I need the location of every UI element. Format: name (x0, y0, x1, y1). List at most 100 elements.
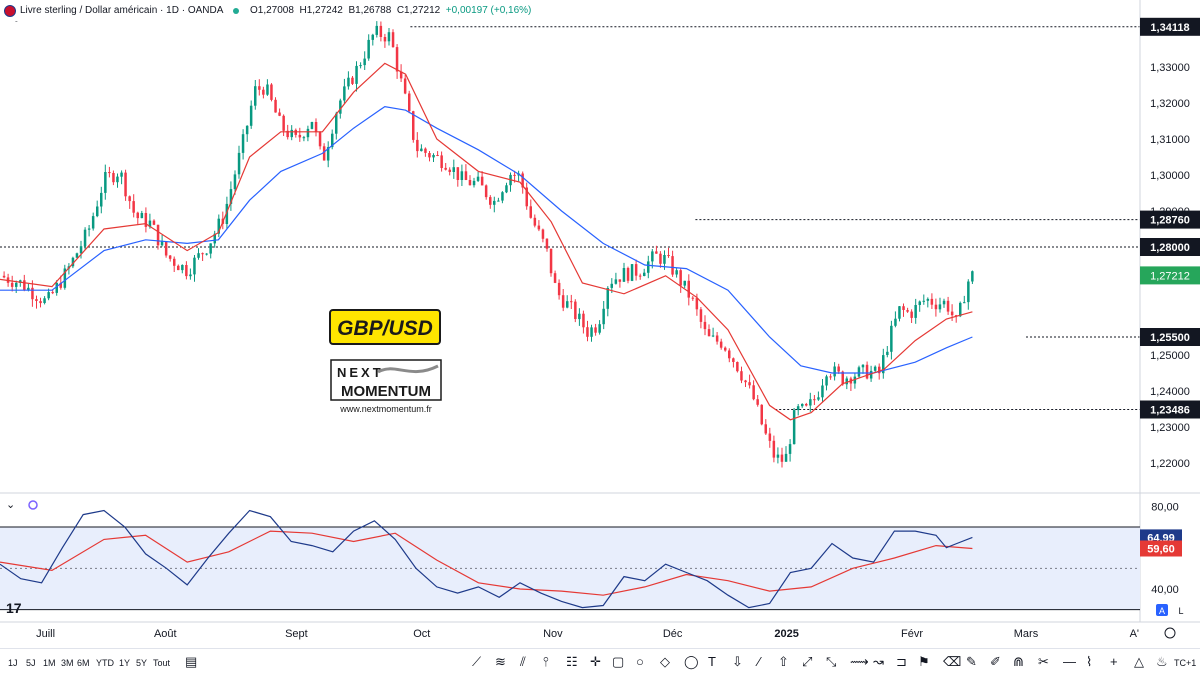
candle-body (752, 385, 755, 400)
settings-gear-icon[interactable] (1164, 627, 1176, 639)
candle-body (262, 89, 265, 95)
ohlc-high: H1,27242 (299, 5, 343, 16)
range-1m[interactable]: 1M (43, 658, 56, 668)
candle-body (399, 71, 403, 79)
candle-body (545, 238, 549, 249)
arc-tool-icon[interactable]: ◯ (684, 654, 699, 669)
candle-body (841, 371, 844, 385)
brush-tool-icon[interactable]: ⁄ (758, 654, 761, 669)
candle-body (351, 77, 354, 84)
candle-body (468, 180, 472, 186)
logo-line2: MOMENTUM (341, 383, 431, 400)
chart-header: Livre sterling / Dollar américain · 1D ·… (0, 0, 1140, 22)
logo-line1: NEXT (337, 365, 384, 380)
plus-tool-icon[interactable]: + (1110, 654, 1118, 669)
candle-body (448, 169, 451, 172)
eraser-tool-icon[interactable]: ⌫ (943, 654, 962, 669)
candle-body (278, 112, 281, 116)
drawing-tool-channel-icon[interactable]: ⫽ (520, 654, 526, 669)
zigzag-tool-icon[interactable]: ↝ (873, 654, 884, 669)
magnet-tool-icon[interactable]: ⋒ (1013, 654, 1024, 669)
candle-body (245, 125, 249, 135)
range-3m[interactable]: 3M (61, 658, 74, 668)
logo-box (330, 359, 442, 401)
candle-body (914, 305, 917, 318)
chart-canvas[interactable]: ⌄ 17 1,34118 1,33000 1,32000 1,31000 1,30000… (0, 0, 1200, 648)
measure-tool-icon[interactable]: ⤡ (826, 654, 837, 669)
zigzag-line-icon[interactable]: ⌇ (1086, 654, 1093, 669)
candle-body (521, 173, 524, 188)
level-price-label: 1,28760 (1150, 215, 1190, 227)
symbol-title[interactable]: Livre sterling / Dollar américain · 1D ·… (20, 5, 224, 16)
scissors-tool-icon[interactable]: ✂ (1038, 654, 1049, 669)
triangle-tool-icon[interactable]: △ (1134, 654, 1144, 669)
rsi-tick-label: 40,00 (1151, 584, 1179, 596)
bracket-tool-icon[interactable]: ⊐ (896, 654, 907, 669)
candle-body (926, 298, 930, 301)
ohlc-close: C1,27212 (396, 5, 441, 16)
rsi-ma-value-tag (1140, 540, 1182, 557)
candle-body (857, 367, 861, 377)
range-all[interactable]: Tout (153, 658, 171, 668)
rectangle-tool-icon[interactable]: ▢ (612, 654, 625, 669)
range-5y[interactable]: 5Y (136, 658, 148, 668)
candle-body (100, 192, 103, 207)
candle-body (440, 155, 443, 168)
candle-body (217, 218, 220, 234)
time-tick-label: Juill (36, 628, 55, 640)
candle-body (918, 301, 921, 305)
candle-body (75, 253, 79, 258)
highlighter-tool-icon[interactable]: ✐ (990, 654, 1001, 669)
rsi-reload-icon[interactable] (28, 500, 38, 510)
timezone-label[interactable]: TC+1 (1174, 658, 1197, 668)
candle-body (343, 86, 346, 101)
ruler-tool-icon[interactable]: ⤢ (802, 654, 813, 669)
arrow-up-tool-icon[interactable]: ⇧ (778, 654, 789, 669)
price-tick-label: 1,30000 (1150, 170, 1190, 182)
pencil-tool-icon[interactable]: ✎ (966, 654, 977, 669)
range-1d[interactable]: 1J (8, 658, 18, 668)
circle-tool-icon[interactable]: ○ (636, 654, 644, 669)
diamond-tool-icon[interactable]: ◇ (660, 654, 670, 669)
drawing-tool-fork-icon[interactable]: ⫯ (543, 654, 549, 669)
candle-body (497, 200, 500, 202)
candle-body (59, 282, 62, 288)
candle-body (286, 130, 289, 138)
candle-body (699, 309, 703, 322)
candle-body (776, 454, 780, 458)
candle-body (144, 213, 148, 227)
candle-body (610, 283, 613, 288)
range-1y[interactable]: 1Y (119, 658, 131, 668)
crosshair-icon[interactable]: ✛ (590, 654, 601, 669)
candle-body (31, 287, 34, 300)
candle-body (910, 311, 913, 318)
range-ytd[interactable]: YTD (96, 658, 114, 668)
drawing-tool-lines-icon[interactable]: ≋ (495, 654, 506, 669)
candle-body (586, 327, 589, 337)
candle-body (805, 404, 808, 406)
path-tool-icon[interactable]: ⟿ (850, 654, 869, 669)
candle-body (55, 282, 58, 293)
bars-pattern-icon[interactable]: ⚑ (918, 654, 930, 669)
minus-tool-icon[interactable]: — (1063, 654, 1076, 669)
range-6m[interactable]: 6M (77, 658, 90, 668)
drawing-tool-gann-icon[interactable]: ☷ (566, 654, 578, 669)
arrow-down-tool-icon[interactable]: ⇩ (732, 654, 743, 669)
candle-body (833, 366, 836, 377)
range-5d[interactable]: 5J (26, 658, 36, 668)
candle-body (566, 301, 569, 308)
candle-body (408, 93, 411, 112)
paint-tool-icon[interactable]: ♨ (1156, 654, 1168, 669)
candle-body (43, 298, 46, 303)
auto-scale-button[interactable] (1156, 604, 1168, 616)
candle-body (809, 399, 812, 406)
date-range-icon[interactable]: ▤ (185, 654, 198, 669)
candle-body (930, 298, 934, 305)
log-scale-button[interactable]: L (1178, 606, 1183, 616)
time-axis: Juill Août Sept Oct Nov Déc 2025 Févr Mars A' (36, 628, 1139, 640)
candle-body (813, 399, 816, 401)
text-tool-icon[interactable]: T (708, 654, 716, 669)
drawing-tool-cursor-icon[interactable]: ⟋ (472, 654, 482, 669)
candle-body (229, 189, 233, 204)
rsi-collapse-icon[interactable]: ⌄ (6, 499, 15, 511)
